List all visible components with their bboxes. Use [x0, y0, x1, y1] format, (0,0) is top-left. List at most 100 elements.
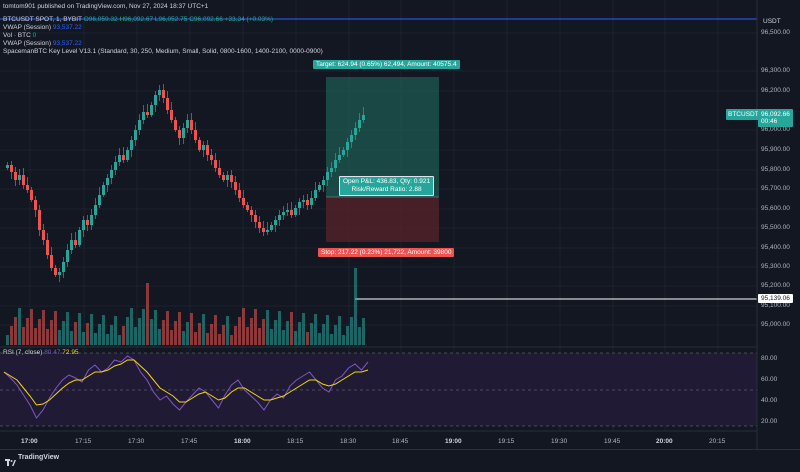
volume-bar	[110, 325, 113, 345]
volume-bar	[22, 327, 25, 345]
indicator-vwap-1[interactable]: VWAP (Session) 93,537.22	[3, 24, 82, 32]
indicator-vwap-2[interactable]: VWAP (Session) 93,537.22	[3, 40, 82, 48]
candle-body	[14, 172, 17, 180]
volume-bar	[158, 329, 161, 345]
indicator-name: VWAP (Session)	[3, 40, 52, 47]
candle-body	[242, 198, 245, 205]
rsi-axis-20: 20.00	[761, 418, 778, 425]
price-axis-label: 95,000.00	[761, 321, 790, 328]
volume-bar	[222, 325, 225, 345]
volume-bar	[294, 331, 297, 345]
time-axis-label: 19:00	[445, 438, 462, 445]
volume-bar	[150, 319, 153, 345]
candle-body	[182, 128, 185, 138]
rsi-name: RSI (7, close)	[3, 349, 43, 356]
candle-body	[54, 268, 57, 275]
rsi-legend[interactable]: RSI (7, close) 80.47 72.95	[3, 349, 79, 357]
volume-bar	[210, 324, 213, 345]
candle-body	[326, 172, 329, 180]
volume-bar	[314, 314, 317, 345]
price-axis-label: 95,100.00	[761, 302, 790, 309]
candle-body	[50, 255, 53, 268]
indicator-value: 93,537.22	[52, 40, 82, 47]
candle-body	[74, 240, 77, 245]
candle-body	[278, 215, 281, 220]
candle-body	[146, 112, 149, 115]
indicator-volume[interactable]: Vol · BTC 0	[3, 32, 36, 40]
candle-body	[274, 220, 277, 225]
volume-bar	[194, 332, 197, 345]
volume-bar	[134, 327, 137, 345]
price-axis-label: 95,900.00	[761, 146, 790, 153]
tradingview-logo-icon	[5, 454, 16, 466]
published-line: tomtom901 published on TradingView.com, …	[3, 3, 209, 10]
volume-bar	[94, 333, 97, 345]
candle-body	[194, 130, 197, 140]
volume-bar	[126, 317, 129, 345]
indicator-value: 0	[32, 32, 37, 39]
stop-label[interactable]: Stop: 217.22 (0.23%) 21,722, Amount: 398…	[318, 248, 455, 257]
volume-bars	[6, 268, 365, 345]
open-pl-label[interactable]: Open P&L: 436.83, Qty: 0.921 Risk/Reward…	[339, 176, 435, 196]
volume-bar	[214, 315, 217, 345]
candle-body	[126, 150, 129, 160]
candle-body	[154, 95, 157, 105]
currency-label[interactable]: USDT	[763, 18, 781, 25]
candle-body	[6, 165, 9, 168]
candle-body	[118, 155, 121, 162]
volume-bar	[282, 330, 285, 345]
rsi-value: 80.47	[44, 349, 61, 356]
indicator-key-level[interactable]: SpacemanBTC Key Level V13.1 (Standard, 3…	[3, 48, 323, 55]
volume-bar	[262, 319, 265, 345]
volume-bar	[106, 334, 109, 345]
time-axis-label: 17:30	[128, 438, 145, 445]
candle-body	[246, 205, 249, 210]
volume-bar	[82, 332, 85, 345]
volume-bar	[58, 330, 61, 345]
volume-bar	[310, 323, 313, 345]
volume-bar	[258, 328, 261, 345]
price-axis-label: 96,300.00	[761, 67, 790, 74]
candle-body	[162, 90, 165, 98]
volume-bar	[270, 329, 273, 345]
volume-bar	[234, 326, 237, 345]
volume-bar	[78, 313, 81, 345]
volume-bar	[326, 315, 329, 345]
candle-body	[218, 168, 221, 175]
price-axis-label: 95,500.00	[761, 224, 790, 231]
volume-bar	[238, 317, 241, 345]
candle-body	[82, 220, 85, 230]
candle-body	[198, 140, 201, 150]
candle-body	[110, 170, 113, 178]
candle-body	[174, 120, 177, 130]
volume-bar	[14, 317, 17, 345]
rsi-axis-40: 40.00	[761, 397, 778, 404]
price-axis-label: 96,200.00	[761, 87, 790, 94]
candle-body	[30, 190, 33, 200]
candle-body	[350, 135, 353, 142]
candle-body	[318, 185, 321, 190]
volume-bar	[302, 313, 305, 345]
time-axis-label: 17:45	[181, 438, 198, 445]
candle-body	[102, 185, 105, 195]
volume-bar	[54, 311, 57, 345]
candle-body	[18, 175, 21, 180]
candle-body	[142, 112, 145, 120]
candle-body	[62, 262, 65, 272]
indicator-name: VWAP (Session)	[3, 24, 52, 31]
stop-zone[interactable]	[326, 197, 439, 242]
volume-bar	[18, 308, 21, 345]
volume-bar	[322, 324, 325, 345]
symbol-legend[interactable]: BTCUSDT SPOT, 1, BYBIT O96,059.32 H96,09…	[3, 16, 273, 24]
candle-body	[294, 208, 297, 215]
candle-body	[122, 155, 125, 160]
target-label[interactable]: Target: 624.94 (0.65%) 62,494, Amount: 4…	[313, 60, 460, 69]
candle-body	[22, 175, 25, 185]
rsi-ma-line	[3, 359, 369, 406]
footer-bar: TradingView	[0, 449, 800, 467]
candle-body	[90, 215, 93, 225]
time-axis-label: 20:15	[709, 438, 726, 445]
volume-bar	[170, 330, 173, 345]
price-axis-label: 95,400.00	[761, 244, 790, 251]
